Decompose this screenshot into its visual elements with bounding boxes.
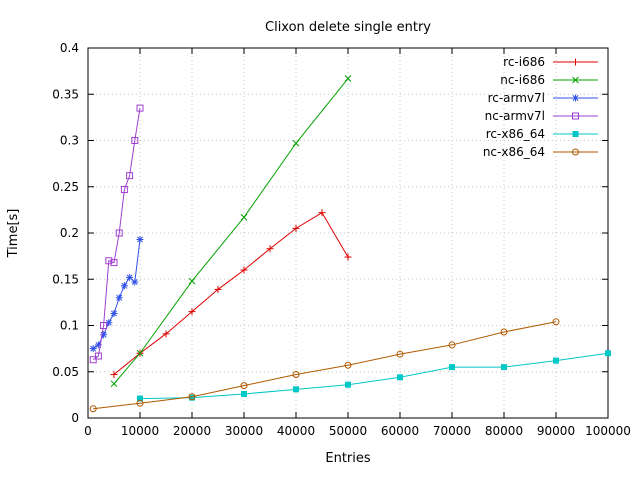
y-tick-label: 0.05 <box>52 365 79 379</box>
y-tick-label: 0.1 <box>60 319 79 333</box>
y-tick-label: 0.35 <box>52 87 79 101</box>
x-axis-label: Entries <box>325 451 371 466</box>
series-nc-x86_64 <box>89 318 560 413</box>
y-tick-label: 0.15 <box>52 272 79 286</box>
legend-label: rc-armv7l <box>488 91 545 105</box>
plot-border <box>87 47 609 419</box>
legend-label: nc-x86_64 <box>483 145 545 159</box>
y-tick-label: 0.3 <box>60 134 79 148</box>
series-rc-x86_64 <box>137 350 611 402</box>
chart-title: Clixon delete single entry <box>265 20 431 35</box>
y-axis-label: Time[s] <box>6 208 21 258</box>
x-tick-label: 20000 <box>173 424 211 438</box>
x-tick-label: 40000 <box>277 424 315 438</box>
x-tick-label: 80000 <box>485 424 523 438</box>
legend-label: rc-x86_64 <box>486 127 545 141</box>
series-rc-armv7l <box>89 235 144 353</box>
legend-label: rc-i686 <box>503 55 545 69</box>
y-tick-label: 0 <box>71 411 79 425</box>
series-rc-i686 <box>110 209 352 379</box>
x-tick-label: 30000 <box>225 424 263 438</box>
x-tick-label: 0 <box>84 424 92 438</box>
x-tick-label: 10000 <box>121 424 159 438</box>
x-tick-label: 90000 <box>537 424 575 438</box>
y-tick-label: 0.4 <box>60 41 79 55</box>
y-tick-label: 0.2 <box>60 226 79 240</box>
legend-label: nc-i686 <box>500 73 545 87</box>
x-tick-label: 100000 <box>585 424 631 438</box>
x-tick-label: 60000 <box>381 424 419 438</box>
x-tick-label: 70000 <box>433 424 471 438</box>
legend-label: nc-armv7l <box>485 109 545 123</box>
series-nc-armv7l <box>89 104 144 364</box>
y-tick-label: 0.25 <box>52 180 79 194</box>
legend: rc-i686 nc-i686 rc-armv7l nc-armv7l rc-x86_6… <box>483 55 598 159</box>
x-tick-label: 50000 <box>329 424 367 438</box>
tick-labels: 0 10000 20000 30000 40000 50000 60000 70000 8000… <box>52 41 631 438</box>
series-nc-i686 <box>110 75 352 388</box>
